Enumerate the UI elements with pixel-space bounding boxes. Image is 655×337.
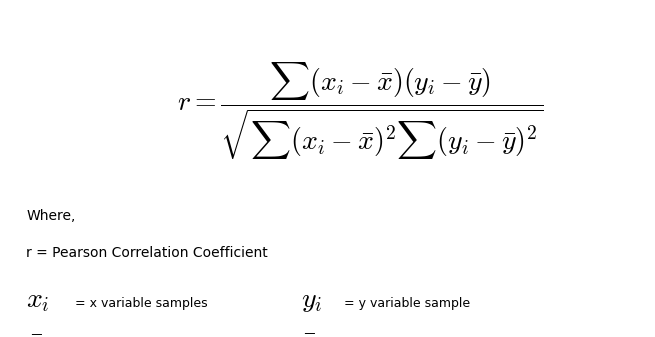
Text: $\bar{y}$: $\bar{y}$ xyxy=(301,330,317,337)
Text: r = Pearson Correlation Coefficient: r = Pearson Correlation Coefficient xyxy=(26,246,268,260)
Text: $x_i$: $x_i$ xyxy=(26,286,50,314)
Text: $y_i$: $y_i$ xyxy=(301,286,323,314)
Text: $\bar{x}$: $\bar{x}$ xyxy=(26,330,43,337)
Text: Where,: Where, xyxy=(26,209,75,223)
Text: = y variable sample: = y variable sample xyxy=(344,297,470,310)
Text: $r = \dfrac{\sum (x_i - \bar{x})(y_i - \bar{y})}{\sqrt{\sum (x_i - \bar{x})^2 \s: $r = \dfrac{\sum (x_i - \bar{x})(y_i - \… xyxy=(177,61,544,162)
Text: = x variable samples: = x variable samples xyxy=(75,297,208,310)
